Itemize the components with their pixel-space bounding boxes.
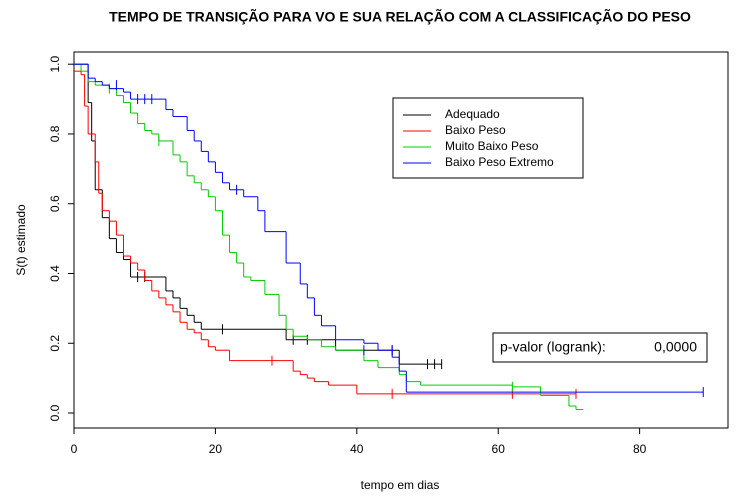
y-tick-label: 0.4 (48, 265, 62, 282)
x-tick-label: 40 (350, 442, 364, 456)
y-tick-label: 0.6 (48, 195, 62, 212)
y-tick-label: 1.0 (48, 56, 62, 73)
y-tick-label: 0.0 (48, 404, 62, 421)
x-tick-label: 80 (633, 442, 647, 456)
x-tick-label: 20 (209, 442, 223, 456)
x-tick-label: 60 (492, 442, 506, 456)
plot-frame (73, 51, 729, 429)
y-tick-label: 0.8 (48, 125, 62, 142)
annotation-label: p-valor (logrank): (500, 339, 606, 355)
y-axis-label: S(t) estimado (14, 204, 28, 276)
y-tick-label: 0.2 (48, 335, 62, 352)
legend-label: Baixo Peso Extremo (445, 155, 554, 169)
legend-label: Baixo Peso (445, 123, 506, 137)
legend-label: Adequado (445, 107, 500, 121)
legend-box (392, 97, 584, 179)
chart-title: TEMPO DE TRANSIÇÃO PARA VO E SUA RELAÇÃO… (109, 8, 691, 25)
x-tick-label: 0 (71, 442, 78, 456)
legend-label: Muito Baixo Peso (445, 139, 539, 153)
x-axis-label: tempo em dias (361, 478, 440, 492)
annotation-value: 0,0000 (654, 339, 697, 355)
annotation-box (492, 332, 708, 363)
